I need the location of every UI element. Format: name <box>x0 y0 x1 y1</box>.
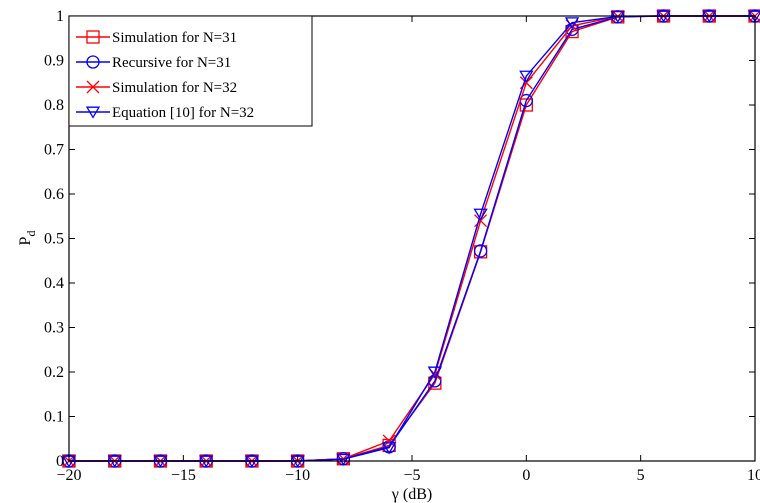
legend-marker <box>86 80 100 94</box>
legend-entry: Simulation for N=32 <box>76 80 237 96</box>
data-point <box>473 244 488 258</box>
data-point <box>564 17 580 30</box>
y-tick-label: 0.2 <box>44 364 64 381</box>
svg-text:Pd: Pd <box>17 231 38 246</box>
x-tick-label: 5 <box>637 467 645 484</box>
ticks-layer: −20 −15 −10 −5 0 5 10 0 0.1 0.2 0.3 0.4 0.5 0.6 0.7 0.8… <box>44 8 760 484</box>
data-point <box>336 453 351 466</box>
data-point <box>473 208 488 221</box>
data-point <box>427 366 443 379</box>
y-tick-label: 0.5 <box>44 231 64 248</box>
data-point <box>610 10 625 24</box>
legend: Simulation for N=31 Recursive for N=31 Sim… <box>68 15 313 127</box>
legend-label: Equation [10] for N=32 <box>112 105 254 121</box>
y-axis-label: Pd <box>17 231 38 246</box>
legend-box <box>68 15 313 127</box>
legend-label: Simulation for N=31 <box>112 30 237 46</box>
y-tick-label: 0.4 <box>44 275 64 292</box>
legend-label: Simulation for N=32 <box>112 80 237 96</box>
legend-marker <box>86 30 100 44</box>
legend-entry: Recursive for N=31 <box>76 55 231 71</box>
legend-label: Recursive for N=31 <box>112 55 231 71</box>
data-point <box>519 98 533 112</box>
legend-marker <box>86 55 100 69</box>
y-tick-label: 0.7 <box>44 142 64 159</box>
x-tick-label: 0 <box>522 467 530 484</box>
y-axis-label-main: P <box>17 236 34 245</box>
data-point <box>381 442 397 455</box>
y-tick-label: 0.1 <box>44 409 64 426</box>
x-tick-label: −20 <box>56 467 81 484</box>
y-tick-label: 1 <box>56 8 64 25</box>
x-tick-label: 10 <box>747 467 760 484</box>
y-tick-label: 0.6 <box>44 186 64 203</box>
y-tick-label: 0.9 <box>44 53 64 70</box>
data-point <box>519 70 534 83</box>
x-tick-label: −15 <box>171 467 196 484</box>
legend-entry: Equation [10] for N=32 <box>76 105 254 121</box>
legend-marker <box>85 106 101 119</box>
y-axis-label-subscript: d <box>24 231 38 237</box>
x-tick-label: −5 <box>403 467 420 484</box>
y-tick-label: 0.8 <box>44 97 64 114</box>
x-axis-label: γ (dB) <box>391 486 432 503</box>
x-tick-label: −10 <box>285 467 310 484</box>
legend-entry: Simulation for N=31 <box>76 30 237 46</box>
y-tick-label: 0 <box>56 453 64 470</box>
y-tick-label: 0.3 <box>44 320 64 337</box>
